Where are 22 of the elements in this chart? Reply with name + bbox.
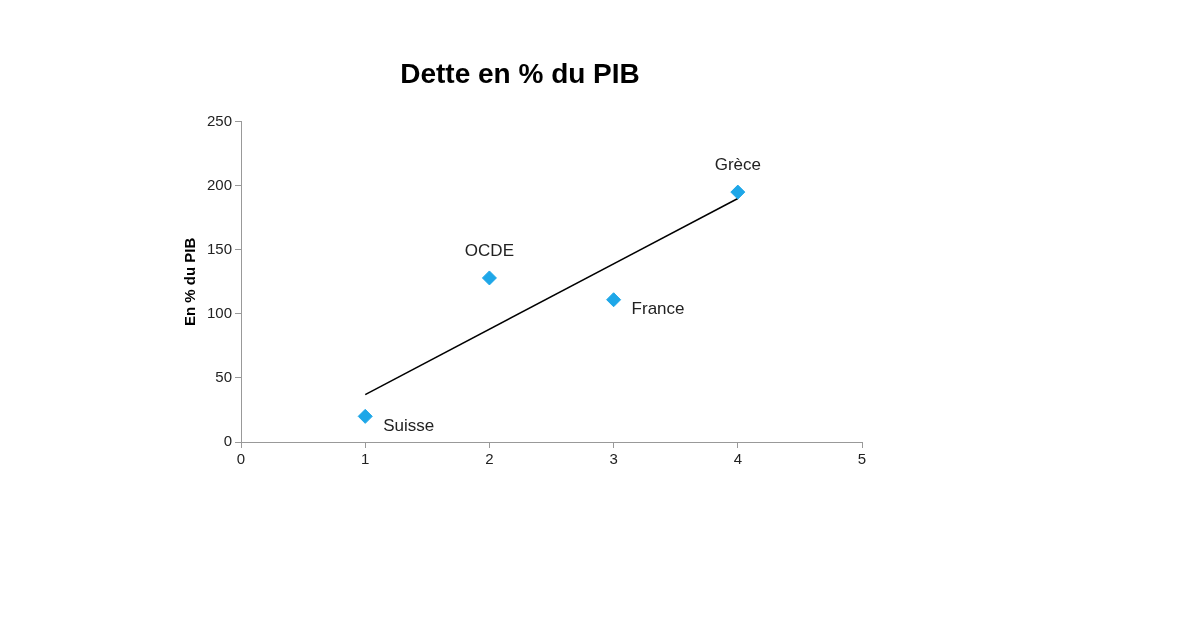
point: [357, 408, 373, 424]
x-tick-label: 5: [857, 450, 867, 468]
x-tick-label: 4: [733, 450, 742, 468]
y-tick-label: 200: [207, 175, 233, 193]
x-tick-label: 1: [361, 450, 370, 468]
y-axis-title: En % du PIB: [181, 237, 199, 326]
y-tick-label: 150: [207, 239, 233, 257]
annotation: France: [631, 299, 685, 319]
chart-title: Dette en % du PIB: [400, 57, 640, 89]
y-tick-label: 50: [215, 368, 233, 386]
point: [606, 292, 622, 308]
y-tick-label: 0: [223, 432, 233, 450]
annotation: Grèce: [714, 155, 761, 175]
x-tick-label: 2: [485, 450, 494, 468]
point: [730, 184, 746, 200]
annotation: OCDE: [464, 241, 514, 261]
point: [481, 270, 497, 286]
annotation: Suisse: [383, 416, 435, 436]
y-tick-label: 250: [207, 111, 233, 129]
x-tick-label: 3: [609, 450, 618, 468]
x-tick-label: 0: [236, 450, 246, 468]
y-tick-label: 100: [207, 303, 233, 321]
